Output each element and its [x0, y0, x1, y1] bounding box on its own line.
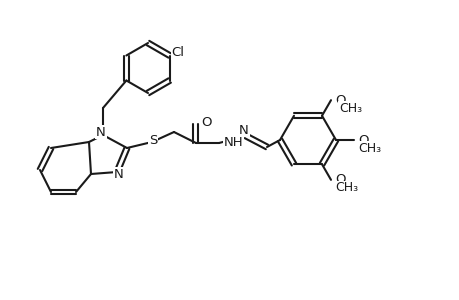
Text: N: N: [239, 124, 248, 136]
Text: NH: NH: [224, 136, 243, 148]
Text: CH₃: CH₃: [357, 142, 381, 154]
Text: Cl: Cl: [171, 46, 184, 59]
Text: O: O: [334, 94, 345, 107]
Text: O: O: [334, 173, 345, 186]
Text: S: S: [149, 134, 157, 146]
Text: CH₃: CH₃: [334, 181, 358, 194]
Text: O: O: [201, 116, 211, 128]
Text: N: N: [96, 125, 106, 139]
Text: N: N: [114, 167, 123, 181]
Text: O: O: [357, 134, 368, 146]
Text: CH₃: CH₃: [338, 102, 361, 115]
